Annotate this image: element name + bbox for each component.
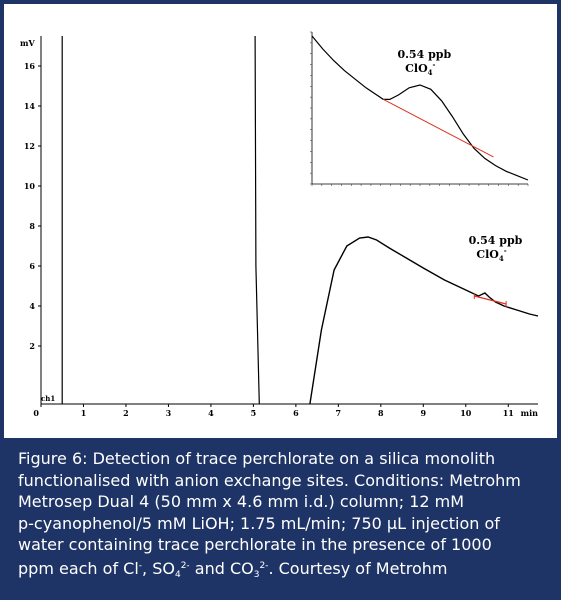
caption-line: Metrosep Dual 4 (50 mm x 4.6 mm i.d.) co… xyxy=(18,492,465,511)
inset-background xyxy=(308,28,532,188)
x-tick-label: 4 xyxy=(208,408,214,418)
y-tick-label: 8 xyxy=(29,221,35,231)
caption-text: and CO xyxy=(189,558,254,578)
caption-line: functionalised with anion exchange sites… xyxy=(18,470,521,490)
y-tick-label: 2 xyxy=(29,341,35,351)
y-tick-label: 14 xyxy=(24,101,36,111)
caption-subscript: 4 xyxy=(174,569,181,580)
caption-last-line: ppm each of Cl-, SO42- and CO32-. Courte… xyxy=(18,556,549,587)
chromatogram-trace xyxy=(254,35,260,405)
x-axis-label: min xyxy=(521,408,539,418)
x-tick-label: 8 xyxy=(378,408,384,418)
peak-annotation: 0.54 ppb xyxy=(397,48,451,61)
peak-annotation: 0.54 ppb xyxy=(469,234,523,247)
caption-line: water containing trace perchlorate in th… xyxy=(18,535,492,554)
y-axis-label: mV xyxy=(20,38,35,48)
x-tick-label: 7 xyxy=(336,408,342,418)
x-tick-label: 10 xyxy=(460,408,472,418)
chromatogram-trace xyxy=(309,236,539,405)
channel-label: ch1 xyxy=(41,394,55,403)
caption-line: Figure 6: Detection of trace perchlorate… xyxy=(18,449,496,468)
inset-baseline xyxy=(383,98,494,158)
y-tick-label: 12 xyxy=(24,141,35,151)
y-tick-label: 6 xyxy=(29,261,35,271)
x-tick-label: 1 xyxy=(81,408,87,418)
y-tick-label: 4 xyxy=(29,301,35,311)
caption-line: p-cyanophenol/5 mM LiOH; 1.75 mL/min; 75… xyxy=(18,513,500,533)
caption-text: . Courtesy of Metrohm xyxy=(268,558,448,578)
inset-trace xyxy=(311,35,529,181)
x-tick-label: 2 xyxy=(123,408,129,418)
x-tick-label: 11 xyxy=(503,408,514,418)
peak-ion-label: ClO4- xyxy=(405,60,435,77)
peak-ion-label: ClO4- xyxy=(476,246,506,263)
caption-superscript: 2- xyxy=(259,560,269,571)
peak-baseline xyxy=(474,295,507,305)
figure-caption: Figure 6: Detection of trace perchlorate… xyxy=(4,438,557,596)
x-tick-label: 9 xyxy=(421,408,427,418)
caption-text: ppm each of Cl xyxy=(18,558,139,578)
caption-superscript: 2- xyxy=(180,560,190,571)
y-tick-label: 16 xyxy=(24,61,36,71)
x-tick-label: 0 xyxy=(33,408,39,418)
caption-subscript: 3 xyxy=(253,569,260,580)
y-tick-label: 10 xyxy=(24,181,36,191)
caption-text: , SO xyxy=(142,558,175,578)
x-tick-label: 5 xyxy=(251,408,257,418)
x-tick-label: 3 xyxy=(166,408,172,418)
x-tick-label: 6 xyxy=(293,408,299,418)
caption-superscript: - xyxy=(138,560,143,571)
chart-area: 2 4 6 8 10 12 14 16 1 2 3 4 5 6 7 8 9 10 11 0 ch1 mV min 0.54 … xyxy=(6,6,555,436)
